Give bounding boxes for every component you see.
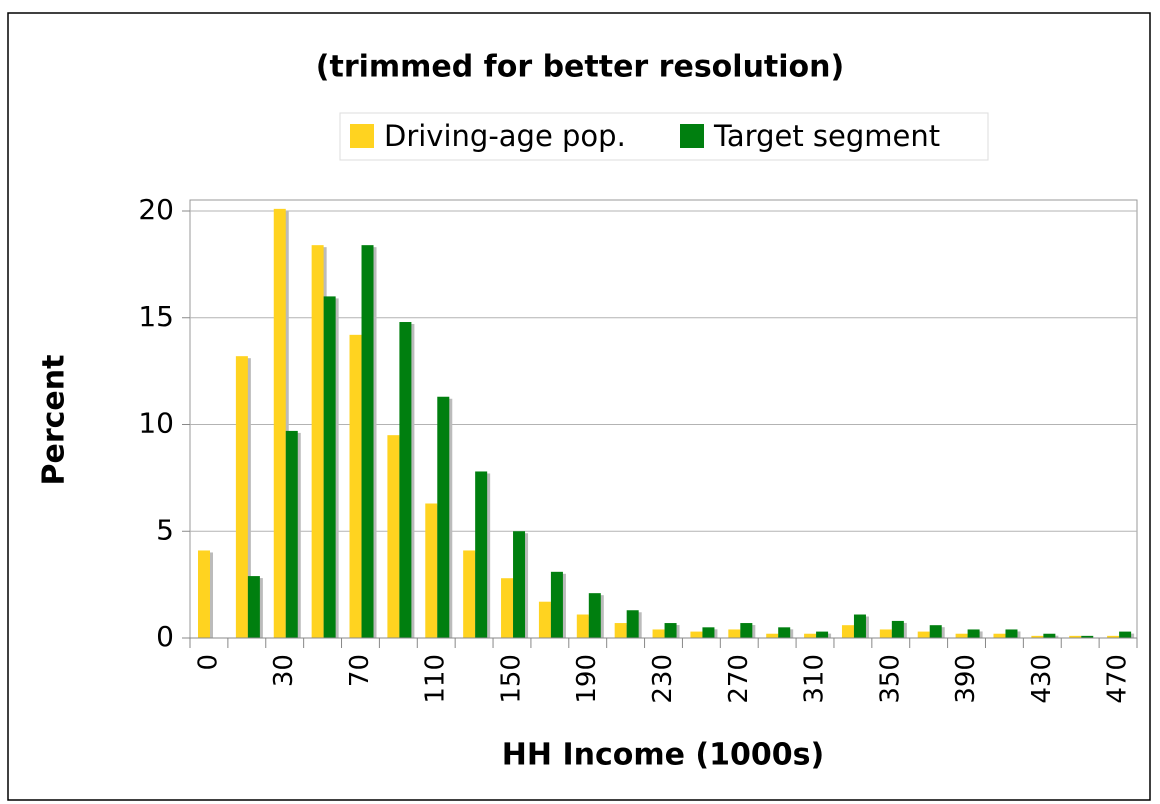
bar bbox=[311, 245, 324, 638]
bar bbox=[778, 627, 791, 638]
bar bbox=[198, 550, 210, 638]
bar bbox=[247, 576, 260, 638]
bar bbox=[235, 356, 248, 638]
bar bbox=[538, 601, 551, 638]
bar bbox=[576, 614, 589, 638]
bar bbox=[626, 610, 639, 638]
bar bbox=[1043, 633, 1056, 638]
bar bbox=[891, 620, 904, 638]
bar bbox=[804, 633, 817, 638]
x-tick-label: 190 bbox=[572, 654, 602, 704]
x-tick-label: 70 bbox=[345, 654, 375, 687]
bar bbox=[399, 322, 412, 638]
x-tick-label: 350 bbox=[875, 654, 905, 704]
x-tick-label: 0 bbox=[193, 654, 223, 671]
y-tick-label: 0 bbox=[156, 620, 174, 653]
bar bbox=[728, 629, 741, 638]
bar bbox=[1119, 631, 1132, 638]
bar bbox=[614, 623, 627, 638]
bar bbox=[285, 430, 298, 638]
bar bbox=[929, 625, 942, 638]
bar bbox=[993, 633, 1006, 638]
bar bbox=[955, 633, 968, 638]
bar bbox=[766, 633, 779, 638]
bar bbox=[690, 631, 703, 638]
bar bbox=[349, 334, 362, 638]
bar bbox=[917, 631, 930, 638]
bar bbox=[361, 245, 374, 638]
bar bbox=[879, 629, 892, 638]
x-tick-label: 310 bbox=[800, 654, 830, 704]
bar bbox=[475, 471, 488, 638]
bar bbox=[387, 435, 400, 638]
bar bbox=[273, 208, 286, 639]
y-tick-label: 5 bbox=[156, 513, 174, 546]
bar bbox=[588, 593, 601, 638]
bar bbox=[425, 503, 438, 638]
y-tick-label: 15 bbox=[138, 300, 174, 333]
legend-label: Target segment bbox=[713, 119, 940, 153]
x-tick-label: 30 bbox=[269, 654, 299, 687]
bar bbox=[1031, 635, 1044, 638]
y-axis-title: Percent bbox=[37, 355, 72, 486]
legend-swatch bbox=[680, 124, 704, 148]
bar bbox=[664, 623, 677, 638]
bar bbox=[513, 531, 526, 638]
bar bbox=[463, 550, 476, 638]
legend-box bbox=[339, 112, 989, 161]
bar bbox=[816, 631, 829, 638]
bar bbox=[1081, 635, 1094, 638]
x-axis-title: HH Income (1000s) bbox=[502, 738, 824, 773]
x-tick-label: 230 bbox=[648, 654, 678, 704]
bar bbox=[740, 623, 753, 638]
x-tick-label: 110 bbox=[421, 654, 451, 704]
bar bbox=[550, 571, 563, 638]
bar bbox=[501, 578, 514, 638]
bar bbox=[323, 296, 336, 638]
x-tick-label: 430 bbox=[1027, 654, 1057, 704]
bar bbox=[1005, 629, 1018, 638]
x-tick-label: 150 bbox=[496, 654, 526, 704]
bar bbox=[1107, 635, 1120, 638]
bar bbox=[841, 625, 854, 638]
bar bbox=[702, 627, 715, 638]
bar bbox=[652, 629, 665, 638]
bar bbox=[437, 396, 450, 638]
chart-title: (trimmed for better resolution) bbox=[316, 50, 844, 85]
legend-label: Driving-age pop. bbox=[384, 119, 626, 153]
bar bbox=[1069, 635, 1082, 638]
x-tick-label: 390 bbox=[951, 654, 981, 704]
plot-area bbox=[189, 199, 1138, 639]
legend-swatch bbox=[350, 124, 374, 148]
x-tick-label: 270 bbox=[724, 654, 754, 704]
bar bbox=[853, 614, 866, 638]
y-tick-label: 10 bbox=[138, 407, 174, 440]
bar bbox=[967, 629, 980, 638]
x-tick-label: 470 bbox=[1103, 654, 1133, 704]
y-tick-label: 20 bbox=[138, 193, 174, 226]
